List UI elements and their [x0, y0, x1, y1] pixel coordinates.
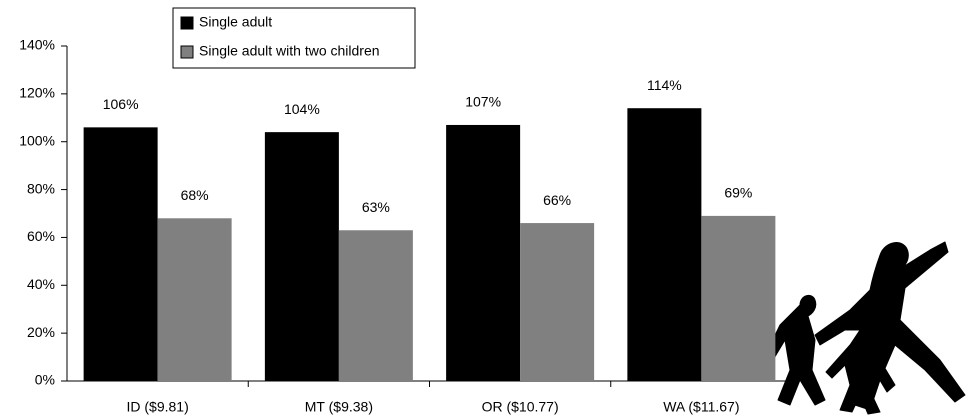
legend-swatch — [180, 45, 194, 59]
clipart-child-right — [825, 321, 896, 415]
y-tick-label: 140% — [19, 37, 55, 53]
x-tick-label: ID ($9.81) — [127, 399, 189, 415]
bar — [446, 124, 521, 381]
x-tick-label: OR ($10.77) — [482, 399, 559, 415]
value-label: 66% — [543, 192, 571, 208]
value-label: 106% — [103, 96, 139, 112]
legend-box — [172, 7, 416, 69]
legend-label: Single adult with two children — [199, 43, 380, 59]
value-label: 104% — [284, 101, 320, 117]
y-tick-label: 120% — [19, 85, 55, 101]
value-label: 68% — [181, 187, 209, 203]
value-label: 69% — [724, 185, 752, 201]
bar — [338, 230, 413, 381]
bar — [701, 215, 776, 381]
bar — [264, 132, 339, 381]
value-label: 63% — [362, 199, 390, 215]
bar — [83, 127, 158, 381]
clipart-adult — [814, 241, 966, 411]
clipart-child-left — [762, 294, 826, 406]
y-tick-label: 80% — [27, 180, 55, 196]
y-tick-label: 40% — [27, 276, 55, 292]
y-tick-label: 20% — [27, 324, 55, 340]
value-label: 114% — [647, 77, 682, 93]
y-tick-label: 60% — [27, 228, 55, 244]
x-tick-label: WA ($11.67) — [663, 399, 739, 415]
bar — [157, 218, 232, 381]
clipart — [762, 241, 966, 415]
legend-label: Single adult — [199, 14, 272, 30]
legend-swatch — [180, 16, 194, 30]
bar — [627, 108, 702, 381]
y-tick-label: 100% — [19, 132, 55, 148]
value-label: 107% — [465, 94, 501, 110]
y-tick-label: 0% — [35, 372, 55, 388]
x-tick-label: MT ($9.38) — [305, 399, 373, 415]
bar — [520, 223, 595, 381]
